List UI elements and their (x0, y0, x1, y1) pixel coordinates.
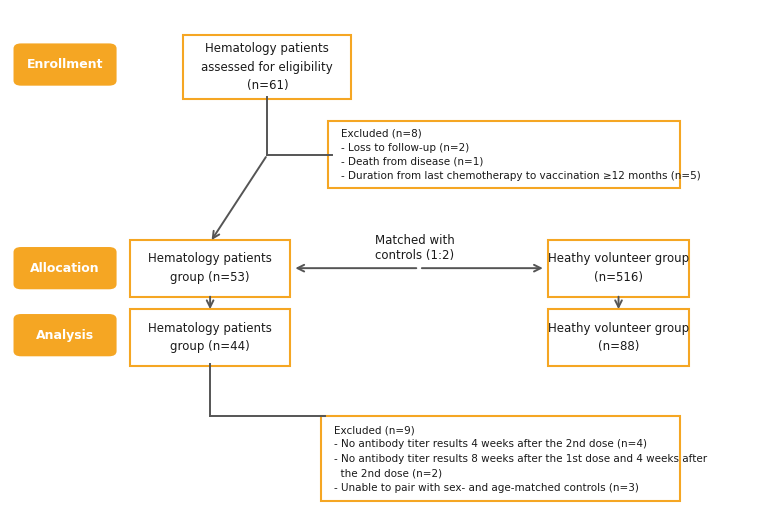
Text: Enrollment: Enrollment (26, 58, 104, 71)
Text: Heathy volunteer group
(n=88): Heathy volunteer group (n=88) (548, 322, 689, 353)
Text: Hematology patients
assessed for eligibility
(n=61): Hematology patients assessed for eligibi… (202, 42, 333, 92)
FancyBboxPatch shape (548, 240, 689, 297)
Text: Hematology patients
group (n=53): Hematology patients group (n=53) (148, 252, 272, 284)
FancyBboxPatch shape (13, 314, 117, 356)
Text: Excluded (n=8)
- Loss to follow-up (n=2)
- Death from disease (n=1)
- Duration f: Excluded (n=8) - Loss to follow-up (n=2)… (341, 128, 701, 181)
Text: Excluded (n=9)
- No antibody titer results 4 weeks after the 2nd dose (n=4)
- No: Excluded (n=9) - No antibody titer resul… (333, 425, 707, 493)
Text: Analysis: Analysis (36, 329, 94, 342)
FancyBboxPatch shape (13, 44, 117, 86)
Text: Matched with
controls (1:2): Matched with controls (1:2) (375, 234, 455, 261)
Text: Hematology patients
group (n=44): Hematology patients group (n=44) (148, 322, 272, 353)
Text: Heathy volunteer group
(n=516): Heathy volunteer group (n=516) (548, 252, 689, 284)
FancyBboxPatch shape (548, 309, 689, 366)
FancyBboxPatch shape (329, 122, 679, 188)
FancyBboxPatch shape (130, 309, 291, 366)
FancyBboxPatch shape (183, 35, 351, 99)
FancyBboxPatch shape (130, 240, 291, 297)
FancyBboxPatch shape (13, 247, 117, 289)
Text: Allocation: Allocation (30, 261, 100, 275)
FancyBboxPatch shape (321, 417, 679, 501)
